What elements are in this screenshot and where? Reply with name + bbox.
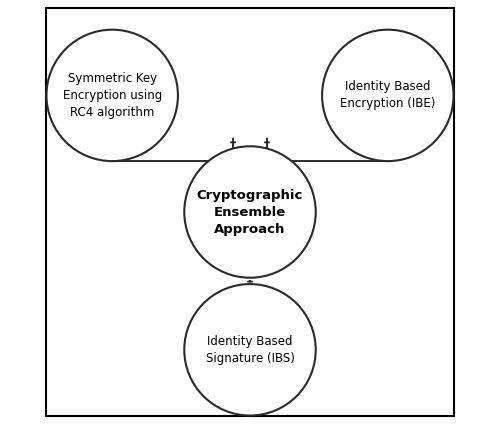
Circle shape <box>322 30 454 161</box>
Circle shape <box>46 30 178 161</box>
Text: Cryptographic
Ensemble
Approach: Cryptographic Ensemble Approach <box>197 189 303 235</box>
Text: Identity Based
Encryption (IBE): Identity Based Encryption (IBE) <box>340 81 436 110</box>
Text: Identity Based
Signature (IBS): Identity Based Signature (IBS) <box>206 335 294 365</box>
Circle shape <box>184 146 316 278</box>
Circle shape <box>184 284 316 416</box>
Text: Symmetric Key
Encryption using
RC4 algorithm: Symmetric Key Encryption using RC4 algor… <box>62 72 162 119</box>
